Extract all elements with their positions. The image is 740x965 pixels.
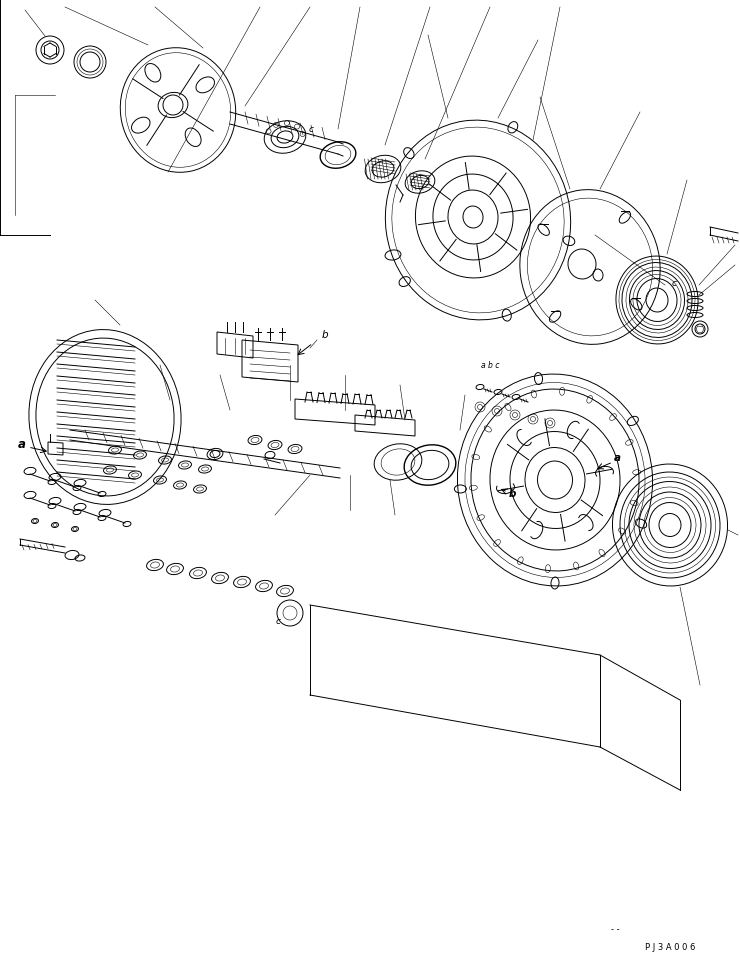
Text: c: c	[275, 617, 280, 625]
Text: b: b	[508, 489, 516, 499]
Text: a: a	[613, 453, 621, 463]
Text: - -: - -	[610, 925, 619, 934]
Text: a: a	[18, 438, 26, 452]
Text: c: c	[309, 124, 314, 133]
Text: P J 3 A 0 0 6: P J 3 A 0 0 6	[645, 943, 695, 951]
Text: b: b	[322, 330, 329, 340]
Text: a b c: a b c	[481, 361, 500, 370]
Text: c: c	[671, 279, 676, 288]
